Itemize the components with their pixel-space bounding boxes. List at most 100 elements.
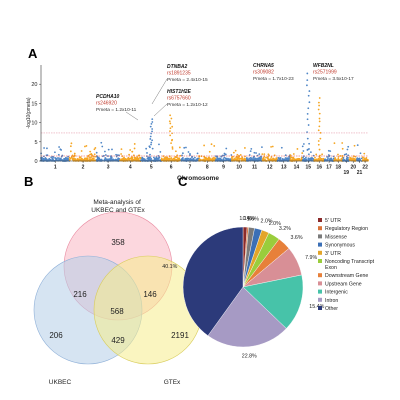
manhattan-point xyxy=(301,145,304,148)
manhattan-point xyxy=(158,156,161,159)
manhattan-point xyxy=(302,156,304,159)
manhattan-point xyxy=(92,157,95,160)
peak-gene-label: CHRNA5 xyxy=(253,63,274,69)
manhattan-point xyxy=(51,155,54,158)
pie-slice-label: 3.6% xyxy=(291,235,303,241)
manhattan-point xyxy=(349,159,351,162)
legend-label: Missense xyxy=(325,234,347,240)
manhattan-point xyxy=(280,146,283,149)
manhattan-point xyxy=(356,144,359,147)
legend-swatch xyxy=(318,250,322,255)
manhattan-point xyxy=(42,158,45,161)
venn-set-label-ukbec: UKBEC xyxy=(49,379,72,386)
manhattan-point xyxy=(224,157,227,160)
manhattan-point xyxy=(133,147,136,150)
manhattan-point xyxy=(195,158,198,161)
pie-slice xyxy=(182,226,244,336)
manhattan-point xyxy=(196,152,199,155)
manhattan-point xyxy=(70,142,73,145)
manhattan-point xyxy=(275,157,278,160)
manhattan-peak-point xyxy=(317,129,320,132)
manhattan-point xyxy=(170,157,173,159)
manhattan-point xyxy=(252,156,255,159)
venn-count-all: 568 xyxy=(110,307,124,316)
x-tick-label: 15 xyxy=(306,165,312,171)
venn-count-meta-only: 358 xyxy=(111,238,125,247)
x-tick-label: 7 xyxy=(189,165,192,171)
pie-legend: 5' UTR Regulatory Region Missense Synonymou… xyxy=(318,218,375,312)
manhattan-point xyxy=(327,154,330,156)
manhattan-point xyxy=(69,145,72,148)
manhattan-point xyxy=(300,157,303,160)
manhattan-x-label: Chromosome xyxy=(177,175,219,182)
manhattan-point xyxy=(218,157,221,160)
manhattan-point xyxy=(339,155,342,157)
manhattan-peak-point xyxy=(318,148,321,151)
manhattan-point xyxy=(224,153,227,156)
manhattan-point xyxy=(302,143,305,145)
manhattan-point xyxy=(89,150,92,153)
manhattan-peak-point xyxy=(150,123,153,125)
manhattan-point xyxy=(189,153,191,155)
peak-snp-label: rs1891235 xyxy=(167,71,191,77)
peak-snp-label: rs246920 xyxy=(96,101,117,107)
x-tick-label: 1 xyxy=(54,165,57,171)
x-tick-label: 2 xyxy=(82,165,85,171)
venn-set-label-meta-line2: UKBEC and GTEx xyxy=(91,207,145,214)
manhattan-point xyxy=(177,157,179,160)
manhattan-y-label: -log10(pmeta) xyxy=(26,97,32,128)
manhattan-point xyxy=(270,156,273,158)
manhattan-point xyxy=(345,157,348,160)
legend-label: Synonymous xyxy=(325,243,355,249)
manhattan-point xyxy=(210,143,213,146)
manhattan-point xyxy=(84,145,86,148)
manhattan-point xyxy=(174,156,177,158)
manhattan-point xyxy=(289,154,292,157)
manhattan-point xyxy=(310,158,313,161)
manhattan-point xyxy=(337,153,339,156)
manhattan-point xyxy=(321,153,324,156)
manhattan-point xyxy=(131,159,134,162)
manhattan-point xyxy=(205,158,208,161)
manhattan-point xyxy=(90,153,93,155)
manhattan-peak-point xyxy=(171,148,174,150)
manhattan-point xyxy=(176,156,179,159)
x-tick-label: 6 xyxy=(170,165,173,171)
pie-slice-label: 1.6% xyxy=(247,217,259,223)
manhattan-point xyxy=(146,157,149,160)
manhattan-peak-point xyxy=(318,104,320,107)
pie-slice-labels: 1.1%0.4%1.6% 2.0%2.0%3.2%3.6%7.9%15.4%22.… xyxy=(162,216,324,360)
manhattan-point xyxy=(213,145,216,147)
manhattan-point xyxy=(74,158,77,160)
legend-swatch xyxy=(318,234,322,239)
manhattan-point xyxy=(273,154,276,157)
manhattan-point xyxy=(89,158,92,161)
manhattan-point xyxy=(327,149,330,152)
manhattan-point xyxy=(347,145,350,148)
manhattan-points xyxy=(40,72,369,162)
manhattan-peak-point xyxy=(319,131,322,134)
manhattan-point xyxy=(270,146,272,148)
manhattan-peak-point xyxy=(168,120,171,123)
legend-swatch xyxy=(318,281,322,286)
manhattan-point xyxy=(250,157,252,159)
manhattan-point xyxy=(59,157,62,160)
pie-slice-label: 2.0% xyxy=(261,218,273,224)
manhattan-point xyxy=(265,156,267,159)
manhattan-point xyxy=(175,159,178,162)
manhattan-peak-point xyxy=(149,146,151,149)
manhattan-point xyxy=(327,157,329,160)
manhattan-point xyxy=(126,159,128,161)
manhattan-point xyxy=(79,156,82,159)
x-tick-label: 16 xyxy=(316,165,322,171)
manhattan-point xyxy=(171,159,174,161)
legend-swatch xyxy=(318,242,322,247)
manhattan-point xyxy=(314,156,316,159)
manhattan-point xyxy=(46,147,48,150)
manhattan-point xyxy=(174,150,177,153)
manhattan-point xyxy=(259,157,262,160)
manhattan-point xyxy=(319,158,322,161)
manhattan-peak-point xyxy=(306,72,309,75)
x-tick-label: 12 xyxy=(267,165,273,171)
manhattan-point xyxy=(52,159,55,161)
